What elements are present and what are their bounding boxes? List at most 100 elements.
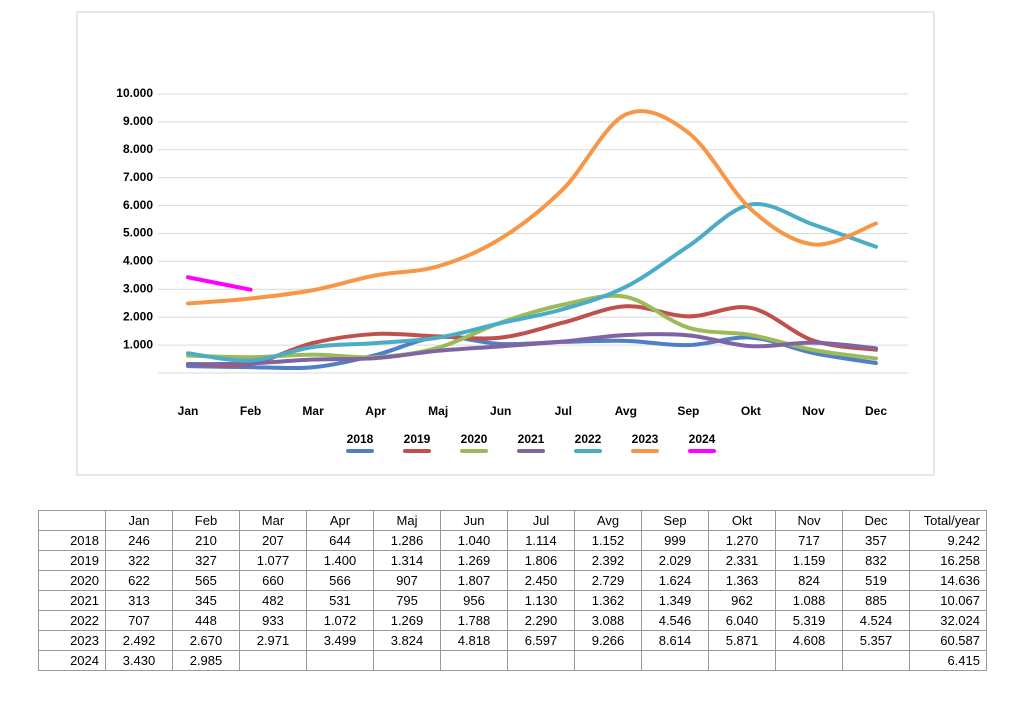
table-cell: 1.072 <box>306 610 374 631</box>
table-cell: 9.266 <box>574 630 642 651</box>
x-tick-label: Sep <box>677 404 699 418</box>
table-cell: 3.430 <box>105 650 173 671</box>
table-cell: 2020 <box>38 570 106 591</box>
table-cell <box>641 650 709 671</box>
table-cell: 1.088 <box>775 590 843 611</box>
table-cell: 933 <box>239 610 307 631</box>
x-tick-label: Jun <box>490 404 511 418</box>
table-row: 2020 622 565 660 566 907 1.807 2.450 2.729 1.624 1… <box>38 570 987 591</box>
table-cell: 644 <box>306 530 374 551</box>
table-cell: 2.670 <box>172 630 240 651</box>
table-cell <box>574 650 642 671</box>
x-tick-label: Mar <box>302 404 324 418</box>
table-cell: 4.524 <box>842 610 910 631</box>
table-cell: 1.624 <box>641 570 709 591</box>
table-cell: 1.130 <box>507 590 575 611</box>
table-cell: 5.871 <box>708 630 776 651</box>
table-cell <box>507 650 575 671</box>
legend-label: 2024 <box>689 432 716 446</box>
table-cell: 9.242 <box>909 530 987 551</box>
table-cell: 1.286 <box>373 530 441 551</box>
table-cell: 2.985 <box>172 650 240 671</box>
table-cell: 2022 <box>38 610 106 631</box>
table-cell: 8.614 <box>641 630 709 651</box>
table-cell: 1.806 <box>507 550 575 571</box>
table-cell: 2.029 <box>641 550 709 571</box>
table-cell: 519 <box>842 570 910 591</box>
table-cell: 5.319 <box>775 610 843 631</box>
chart-frame <box>76 11 935 476</box>
table-cell: 1.040 <box>440 530 508 551</box>
table-cell: 246 <box>105 530 173 551</box>
table-cell: 357 <box>842 530 910 551</box>
table-cell: 1.363 <box>708 570 776 591</box>
table-cell: 2.392 <box>574 550 642 571</box>
table-cell: Maj <box>373 510 441 531</box>
table-cell: 717 <box>775 530 843 551</box>
legend-label: 2020 <box>461 432 488 446</box>
table-cell <box>239 650 307 671</box>
table-cell: 707 <box>105 610 173 631</box>
data-table: Jan Feb Mar Apr Maj Jun Jul Avg Sep Okt Nov Dec Tota… <box>38 510 987 671</box>
table-cell: 795 <box>373 590 441 611</box>
table-cell: 566 <box>306 570 374 591</box>
table-cell: 10.067 <box>909 590 987 611</box>
table-cell <box>440 650 508 671</box>
table-cell: Mar <box>239 510 307 531</box>
table-cell: 345 <box>172 590 240 611</box>
table-cell: 956 <box>440 590 508 611</box>
table-cell: Okt <box>708 510 776 531</box>
table-cell: 1.270 <box>708 530 776 551</box>
table-cell: Apr <box>306 510 374 531</box>
table-cell: 2.290 <box>507 610 575 631</box>
table-cell <box>38 510 106 531</box>
x-tick-label: Nov <box>802 404 825 418</box>
legend-label: 2018 <box>347 432 374 446</box>
legend-label: 2023 <box>632 432 659 446</box>
table-cell: 962 <box>708 590 776 611</box>
table-cell: 2021 <box>38 590 106 611</box>
table-cell: 660 <box>239 570 307 591</box>
y-tick-label: 9.000 <box>123 114 153 128</box>
legend-label: 2019 <box>404 432 431 446</box>
table-row: Jan Feb Mar Apr Maj Jun Jul Avg Sep Okt Nov Dec Tota… <box>38 510 987 531</box>
chart: 1.000 2.000 3.000 4.000 5.000 6.000 7.000 8.000… <box>76 11 935 476</box>
y-tick-label: 6.000 <box>123 198 153 212</box>
table-row: 2019 322 327 1.077 1.400 1.314 1.269 1.806 2.392… <box>38 550 987 571</box>
table-cell: 622 <box>105 570 173 591</box>
table-cell: 565 <box>172 570 240 591</box>
table-cell: 1.400 <box>306 550 374 571</box>
table-cell <box>708 650 776 671</box>
table-row: 2022 707 448 933 1.072 1.269 1.788 2.290 3.088 4.… <box>38 610 987 631</box>
table-row: 2023 2.492 2.670 2.971 3.499 3.824 4.818 6.597 9… <box>38 630 987 651</box>
table-cell: 2023 <box>38 630 106 651</box>
y-tick-label: 2.000 <box>123 309 153 323</box>
table-cell: 60.587 <box>909 630 987 651</box>
x-tick-label: Maj <box>428 404 448 418</box>
x-tick-label: Jan <box>178 404 199 418</box>
table-cell: 1.269 <box>373 610 441 631</box>
y-tick-label: 1.000 <box>123 337 153 351</box>
table-cell: 482 <box>239 590 307 611</box>
table-cell <box>842 650 910 671</box>
table-cell <box>775 650 843 671</box>
table-cell: 5.357 <box>842 630 910 651</box>
legend-label: 2021 <box>518 432 545 446</box>
series-line <box>186 109 878 306</box>
table-cell: 2.331 <box>708 550 776 571</box>
table-row: 2024 3.430 2.985 6.415 <box>38 650 987 671</box>
table-cell: Avg <box>574 510 642 531</box>
x-tick-label: Dec <box>865 404 887 418</box>
table-cell: Dec <box>842 510 910 531</box>
table-cell: 4.818 <box>440 630 508 651</box>
table-cell: 2019 <box>38 550 106 571</box>
table-cell: 2024 <box>38 650 106 671</box>
series-line <box>186 304 878 368</box>
table-cell: 3.499 <box>306 630 374 651</box>
table-cell: 832 <box>842 550 910 571</box>
table-cell: 1.807 <box>440 570 508 591</box>
x-tick-label: Jul <box>555 404 572 418</box>
x-tick-label: Avg <box>615 404 637 418</box>
table-cell: 327 <box>172 550 240 571</box>
